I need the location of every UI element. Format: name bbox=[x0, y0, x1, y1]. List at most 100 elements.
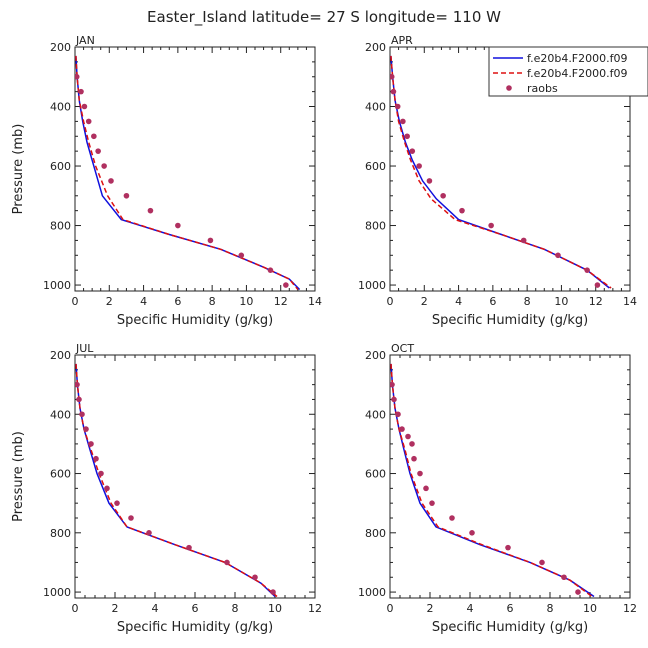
y-tick-label: 800 bbox=[365, 220, 386, 233]
y-tick-label: 600 bbox=[50, 468, 71, 481]
raobs-point bbox=[91, 133, 97, 140]
x-tick-label: 8 bbox=[524, 295, 531, 308]
y-tick-label: 200 bbox=[365, 349, 386, 362]
raobs-point bbox=[390, 381, 395, 388]
raobs-point bbox=[409, 148, 416, 154]
y-tick-label: 800 bbox=[365, 527, 386, 540]
raobs-point bbox=[399, 426, 405, 432]
x-tick-label: 14 bbox=[623, 295, 637, 308]
x-tick-label: 2 bbox=[106, 295, 113, 308]
y-tick-label: 800 bbox=[50, 527, 71, 540]
raobs-point bbox=[409, 441, 415, 447]
raobs-point bbox=[101, 163, 107, 169]
x-tick-label: 10 bbox=[583, 602, 597, 615]
x-tick-label: 4 bbox=[140, 295, 147, 308]
raobs-point bbox=[555, 252, 561, 259]
raobs-point bbox=[426, 178, 433, 184]
panel-jul: JUL 0 2 4 6 8 10 12 200 400 600 800 1000 Specific Hum… bbox=[11, 342, 322, 635]
x-tick-label: 14 bbox=[308, 295, 322, 308]
raobs-point bbox=[391, 396, 397, 403]
series-line-solid bbox=[390, 363, 595, 598]
y-axis-title: Pressure (mb) bbox=[11, 431, 26, 522]
panel-jan: JAN 0 2 4 6 8 10 12 14 200 400 600 800 1000 Specific H… bbox=[11, 34, 322, 328]
raobs-point bbox=[114, 500, 120, 506]
raobs-point bbox=[88, 441, 94, 447]
raobs-point bbox=[207, 237, 214, 244]
raobs-point bbox=[238, 252, 245, 259]
y-tick-label: 200 bbox=[365, 41, 386, 54]
raobs-point bbox=[224, 559, 230, 566]
x-tick-label: 2 bbox=[427, 602, 434, 615]
raobs-point bbox=[146, 530, 152, 536]
raobs-point bbox=[417, 470, 423, 477]
raobs-point bbox=[252, 574, 258, 581]
y-tick-label: 400 bbox=[50, 408, 71, 421]
raobs-point bbox=[404, 133, 410, 140]
y-tick-label: 1000 bbox=[43, 586, 71, 599]
plot-frame bbox=[74, 354, 316, 599]
raobs-point bbox=[79, 411, 85, 418]
raobs-point bbox=[98, 470, 104, 477]
raobs-point bbox=[575, 589, 581, 595]
x-axis-title: Specific Humidity (g/kg) bbox=[432, 313, 588, 328]
y-tick-label: 1000 bbox=[43, 279, 71, 292]
raobs-point bbox=[394, 103, 401, 110]
raobs-point bbox=[175, 222, 181, 229]
raobs-point bbox=[469, 530, 475, 536]
panel-label: JUL bbox=[75, 342, 94, 355]
raobs-point bbox=[104, 485, 110, 492]
raobs-point bbox=[594, 282, 601, 288]
raobs-point bbox=[93, 455, 99, 462]
y-tick-label: 200 bbox=[50, 349, 71, 362]
raobs-point bbox=[440, 192, 446, 199]
x-axis-title: Specific Humidity (g/kg) bbox=[117, 620, 273, 635]
y-tick-label: 400 bbox=[365, 101, 386, 114]
x-tick-label: 10 bbox=[554, 295, 568, 308]
x-tick-label: 4 bbox=[467, 602, 474, 615]
raobs-point bbox=[123, 192, 130, 199]
legend-label: f.e20b4.F2000.f09 bbox=[527, 67, 628, 80]
raobs-point bbox=[390, 88, 397, 95]
raobs-point bbox=[78, 88, 84, 95]
raobs-point bbox=[75, 381, 80, 388]
x-tick-label: 6 bbox=[489, 295, 496, 308]
y-tick-label: 600 bbox=[50, 160, 71, 173]
x-tick-label: 10 bbox=[239, 295, 253, 308]
x-tick-label: 0 bbox=[387, 602, 394, 615]
x-tick-label: 6 bbox=[192, 602, 199, 615]
raobs-point bbox=[584, 267, 590, 273]
x-tick-label: 6 bbox=[174, 295, 181, 308]
legend-label: raobs bbox=[527, 82, 558, 95]
y-tick-label: 400 bbox=[365, 408, 386, 421]
series-line-solid bbox=[75, 55, 301, 291]
x-tick-label: 0 bbox=[387, 295, 394, 308]
x-tick-label: 8 bbox=[209, 295, 216, 308]
series-line-dashed bbox=[75, 363, 278, 598]
y-tick-label: 1000 bbox=[358, 279, 386, 292]
x-tick-label: 2 bbox=[421, 295, 428, 308]
x-tick-label: 0 bbox=[72, 602, 79, 615]
raobs-point bbox=[83, 426, 89, 432]
legend-marker-dot bbox=[506, 85, 512, 91]
raobs-point bbox=[429, 500, 435, 506]
raobs-point bbox=[128, 515, 134, 521]
raobs-point bbox=[488, 222, 494, 229]
legend-box bbox=[488, 46, 648, 97]
x-tick-label: 2 bbox=[112, 602, 119, 615]
legend: f.e20b4.F2000.f09 f.e20b4.F2000.f09 raobs bbox=[488, 46, 648, 97]
panel-label: APR bbox=[391, 34, 413, 47]
raobs-point bbox=[76, 396, 82, 403]
raobs-point bbox=[395, 411, 401, 418]
raobs-point bbox=[459, 207, 465, 214]
x-axis-title: Specific Humidity (g/kg) bbox=[432, 620, 588, 635]
panel-oct: OCT 0 2 4 6 8 10 12 200 400 600 800 1000 Specific Hum… bbox=[358, 342, 637, 635]
raobs-point bbox=[75, 73, 80, 80]
legend-label: f.e20b4.F2000.f09 bbox=[527, 52, 628, 65]
raobs-point bbox=[400, 118, 406, 125]
panel-label: JAN bbox=[75, 34, 95, 47]
raobs-point bbox=[390, 73, 395, 80]
raobs-point bbox=[423, 485, 429, 492]
raobs-point bbox=[81, 103, 88, 110]
